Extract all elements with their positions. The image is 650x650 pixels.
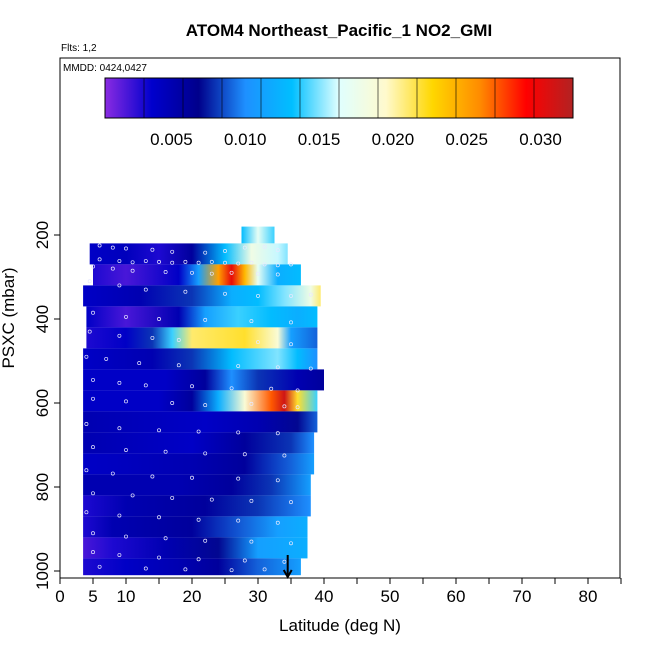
x-axis: 0 5 10 20 30 40 50 60 70 80 <box>55 578 621 606</box>
x-tick-label: 0 <box>55 587 64 606</box>
colorbar-tick-label: 0.005 <box>150 130 193 149</box>
colorbar-labels: 0.005 0.010 0.015 0.020 0.025 0.030 <box>150 130 562 149</box>
sample-marker <box>88 280 91 283</box>
heatmap-band <box>83 285 321 306</box>
chart-title: ATOM4 Northeast_Pacific_1 NO2_GMI <box>186 21 492 40</box>
x-tick-label: 50 <box>381 587 400 606</box>
heatmap-band <box>242 227 275 244</box>
heatmap-band <box>83 474 311 495</box>
colorbar-tick-label: 0.030 <box>519 130 562 149</box>
x-tick-label: 70 <box>513 587 532 606</box>
heatmap-band <box>86 306 317 327</box>
y-axis: 200 400 600 800 1000 <box>33 221 60 590</box>
x-tick-label: 80 <box>579 587 598 606</box>
heatmap-band <box>86 327 317 348</box>
x-tick-label: 60 <box>447 587 466 606</box>
heatmap-band <box>83 516 307 537</box>
colorbar-tick-label: 0.015 <box>298 130 341 149</box>
x-tick-label: 5 <box>88 587 97 606</box>
x-tick-label: 10 <box>117 587 136 606</box>
heatmap-band <box>83 390 317 411</box>
y-tick-label: 800 <box>33 473 52 501</box>
flights-label: Flts: 1,2 <box>61 43 97 54</box>
colorbar-tick-label: 0.025 <box>445 130 488 149</box>
heatmap-band <box>83 369 324 390</box>
y-tick-label: 200 <box>33 221 52 249</box>
heatmap-band <box>83 432 314 453</box>
dates-label: MMDD: 0424,0427 <box>63 63 147 74</box>
heatmap-band <box>83 495 311 516</box>
y-tick-label: 600 <box>33 389 52 417</box>
y-tick-label: 400 <box>33 305 52 333</box>
heatmap-band <box>83 558 301 575</box>
colorbar: 0.005 0.010 0.015 0.020 0.025 0.030 <box>105 78 573 149</box>
y-tick-label: 1000 <box>33 552 52 590</box>
x-tick-label: 40 <box>315 587 334 606</box>
x-axis-label: Latitude (deg N) <box>279 616 401 635</box>
heatmap-band <box>83 348 317 369</box>
x-tick-label: 20 <box>183 587 202 606</box>
heatmap-band <box>83 453 314 474</box>
x-tick-label: 30 <box>249 587 268 606</box>
colorbar-tick-label: 0.010 <box>224 130 267 149</box>
colorbar-tick-label: 0.020 <box>372 130 415 149</box>
heatmap-layer <box>83 227 324 576</box>
heatmap-band <box>90 243 288 264</box>
heatmap-band <box>93 264 301 285</box>
y-axis-label: PSXC (mbar) <box>0 267 18 368</box>
heatmap-band <box>83 537 307 558</box>
